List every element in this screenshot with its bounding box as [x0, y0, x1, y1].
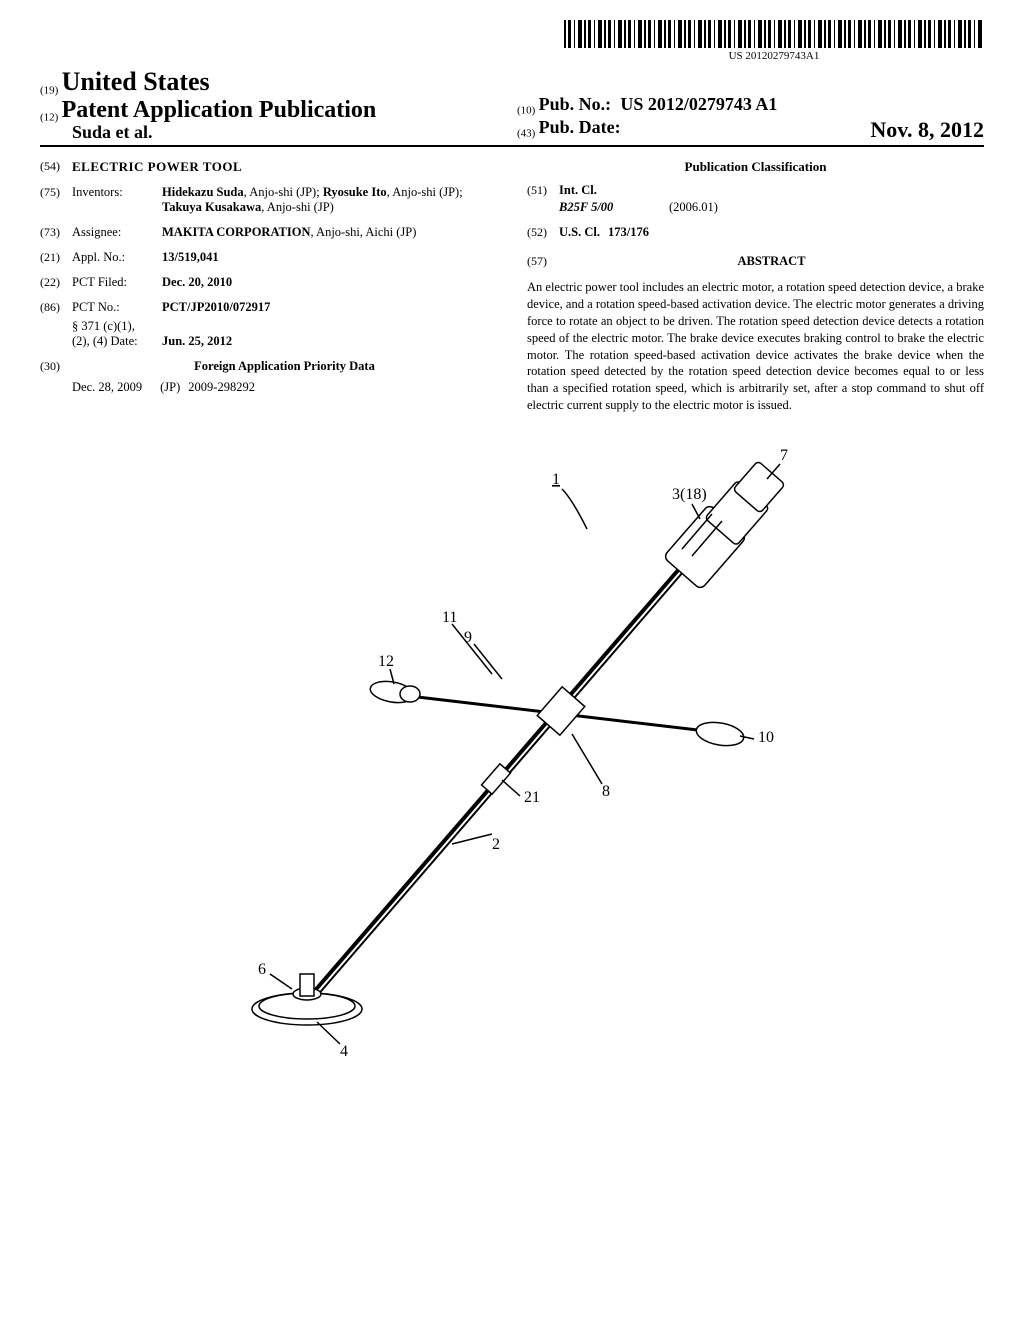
appl-no: 13/519,041	[162, 250, 497, 265]
code-10: (10)	[517, 105, 535, 117]
foreign-priority-heading: Foreign Application Priority Data	[72, 359, 497, 374]
date-371: Jun. 25, 2012	[162, 334, 497, 349]
label-assignee: Assignee:	[72, 225, 162, 240]
biblio-columns: (54) ELECTRIC POWER TOOL (75) Inventors:…	[40, 159, 984, 414]
fig-label-21: 21	[524, 789, 540, 806]
invention-title: ELECTRIC POWER TOOL	[72, 159, 242, 175]
code-54: (54)	[40, 159, 72, 174]
label-uscl: U.S. Cl.	[559, 225, 600, 240]
code-12: (12)	[40, 112, 58, 124]
fig-label-8: 8	[602, 783, 610, 800]
fig-label-1: 1	[552, 471, 560, 488]
fig-right-grip	[694, 719, 745, 749]
label-inventors: Inventors:	[72, 185, 162, 200]
code-19: (19)	[40, 85, 58, 97]
pubno-label: Pub. No.:	[539, 94, 612, 114]
intcl-edition: (2006.01)	[669, 200, 718, 215]
code-51: (51)	[527, 183, 559, 198]
abstract-heading: ABSTRACT	[559, 254, 984, 269]
country: United States	[62, 67, 210, 96]
pubno: US 2012/0279743 A1	[620, 94, 777, 114]
assignee: MAKITA CORPORATION, Anjo-shi, Aichi (JP)	[162, 225, 497, 240]
code-52: (52)	[527, 225, 559, 240]
priority-date: Dec. 28, 2009	[72, 380, 142, 395]
code-75: (75)	[40, 185, 72, 200]
left-column: (54) ELECTRIC POWER TOOL (75) Inventors:…	[40, 159, 497, 414]
label-intcl: Int. Cl.	[559, 183, 597, 198]
fig-label-9: 9	[464, 629, 472, 646]
intcl-class: B25F 5/00	[559, 200, 669, 215]
priority-country: (JP)	[160, 380, 180, 395]
barcode-graphic	[564, 20, 984, 48]
publication-type: Patent Application Publication	[62, 97, 377, 123]
pubdate-label: Pub. Date:	[539, 117, 621, 137]
fig-label-4: 4	[340, 1043, 348, 1060]
code-86: (86)	[40, 300, 72, 315]
barcode-number: US 20120279743A1	[564, 50, 984, 62]
barcode-region: US 20120279743A1	[40, 20, 984, 63]
code-22: (22)	[40, 275, 72, 290]
code-43: (43)	[517, 128, 535, 140]
authors: Suda et al.	[40, 122, 507, 143]
fig-label-10: 10	[758, 729, 774, 746]
fig-label-3: 3(18)	[672, 486, 707, 503]
fig-label-7: 7	[780, 447, 788, 464]
fig-label-12: 12	[378, 653, 394, 670]
label-pctfiled: PCT Filed:	[72, 275, 162, 290]
right-column: Publication Classification (51) Int. Cl.…	[527, 159, 984, 414]
fig-label-6: 6	[258, 961, 266, 978]
fig-label-2: 2	[492, 836, 500, 853]
fig-joint-21	[482, 764, 511, 794]
figure-svg: 1 7 3(18) 11 9 12 10 8 21 2 6 4	[192, 434, 832, 1074]
classification-heading: Publication Classification	[527, 159, 984, 175]
abstract-text: An electric power tool includes an elect…	[527, 279, 984, 414]
pct-no: PCT/JP2010/072917	[162, 300, 497, 315]
priority-number: 2009-298292	[188, 380, 255, 395]
label-pctno: PCT No.:	[72, 300, 162, 315]
label-371-2: (2), (4) Date:	[72, 334, 162, 349]
code-21: (21)	[40, 250, 72, 265]
fig-motor-unit	[663, 461, 785, 590]
label-371-1: § 371 (c)(1),	[72, 319, 162, 334]
code-57: (57)	[527, 254, 559, 269]
priority-row: Dec. 28, 2009 (JP) 2009-298292	[40, 380, 497, 395]
inventors: Hidekazu Suda, Anjo-shi (JP); Ryosuke It…	[162, 185, 497, 215]
code-73: (73)	[40, 225, 72, 240]
label-applno: Appl. No.:	[72, 250, 162, 265]
pct-filed: Dec. 20, 2010	[162, 275, 497, 290]
fig-label-11: 11	[442, 609, 457, 626]
figure: 1 7 3(18) 11 9 12 10 8 21 2 6 4	[40, 434, 984, 1078]
code-30: (30)	[40, 359, 72, 374]
uscl-value: 173/176	[608, 225, 649, 240]
pubdate: Nov. 8, 2012	[870, 117, 984, 143]
header: (19) United States (12) Patent Applicati…	[40, 67, 984, 147]
